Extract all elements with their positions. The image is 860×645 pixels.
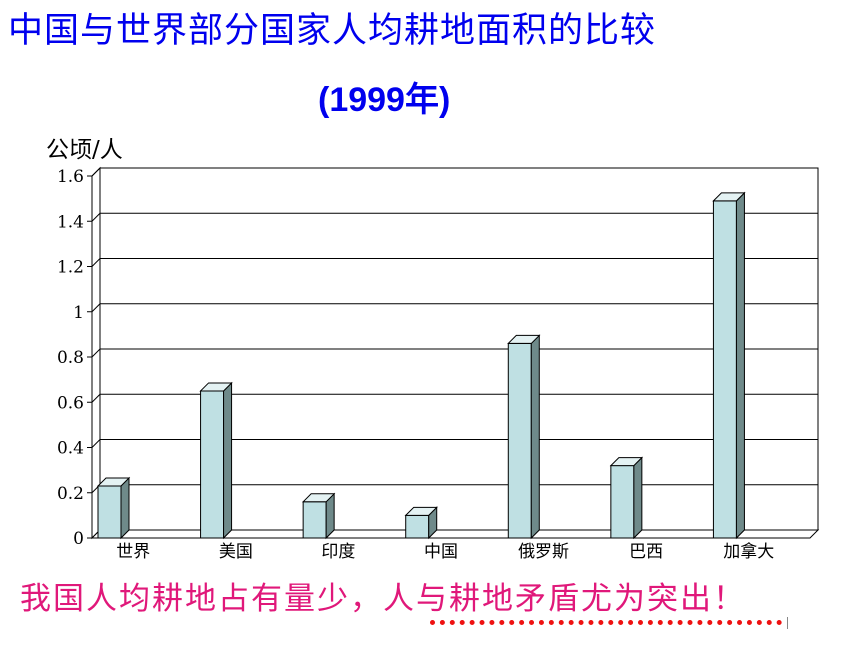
bar-top: [712, 192, 746, 202]
gridline-side: [91, 258, 101, 267]
x-tick-label: 俄罗斯: [518, 542, 569, 562]
bar-front: [405, 514, 430, 539]
bar-front: [610, 465, 635, 539]
gridline-side: [91, 439, 101, 448]
underline-end-mark: [787, 617, 788, 629]
chart-subtitle: (1999年): [318, 81, 451, 119]
y-tick-label: 1: [73, 303, 84, 323]
y-axis-label: 公顷/人: [46, 137, 123, 163]
bar: [199, 381, 233, 540]
bar-front: [97, 485, 122, 539]
bar-side: [735, 191, 745, 540]
bar-side: [223, 381, 233, 540]
bar-top: [507, 334, 541, 344]
y-tick-label: 0: [73, 529, 84, 549]
y-tick-label: 1.4: [57, 212, 84, 232]
bar-top: [199, 382, 233, 392]
gridline-side: [91, 303, 101, 313]
bar: [712, 191, 746, 540]
chart-title: 中国与世界部分国家人均耕地面积的比较: [8, 11, 657, 51]
bar: [609, 456, 644, 540]
bar-front: [302, 501, 327, 539]
gridline-side: [91, 393, 101, 403]
gridline-side: [91, 348, 101, 358]
bar-front: [507, 342, 532, 539]
y-tick-label: 0.4: [57, 439, 84, 459]
x-tick-label: 巴西: [629, 542, 663, 562]
bar-top: [609, 457, 644, 467]
x-tick-label: 世界: [116, 542, 150, 562]
dotted-underline: [430, 620, 782, 625]
y-tick-label: 0.2: [57, 484, 84, 504]
gridline-side: [91, 212, 101, 222]
bar-top: [404, 506, 438, 516]
y-tick-label: 0.6: [57, 393, 84, 413]
gridline-side: [91, 167, 101, 177]
x-tick-label: 印度: [321, 542, 355, 562]
bar-top: [301, 493, 336, 503]
conclusion-text: 我国人均耕地占有量少，人与耕地矛盾尤为突出！: [20, 581, 746, 617]
bar: [301, 492, 336, 540]
x-tick-label: 加拿大: [723, 541, 774, 562]
y-tick-label: 1.6: [57, 167, 84, 187]
bar: [507, 334, 541, 540]
bar-front: [200, 390, 225, 539]
bar-front: [712, 200, 737, 539]
bar-side: [530, 334, 540, 540]
bar-top: [96, 477, 131, 487]
bar-side: [633, 456, 643, 540]
bar-side: [120, 476, 130, 540]
y-tick-label: 1.2: [57, 258, 84, 278]
x-tick-label: 美国: [219, 542, 253, 562]
bar: [96, 476, 131, 540]
bar: [404, 506, 438, 540]
x-tick-label: 中国: [424, 542, 458, 562]
y-tick-label: 0.8: [57, 348, 84, 368]
